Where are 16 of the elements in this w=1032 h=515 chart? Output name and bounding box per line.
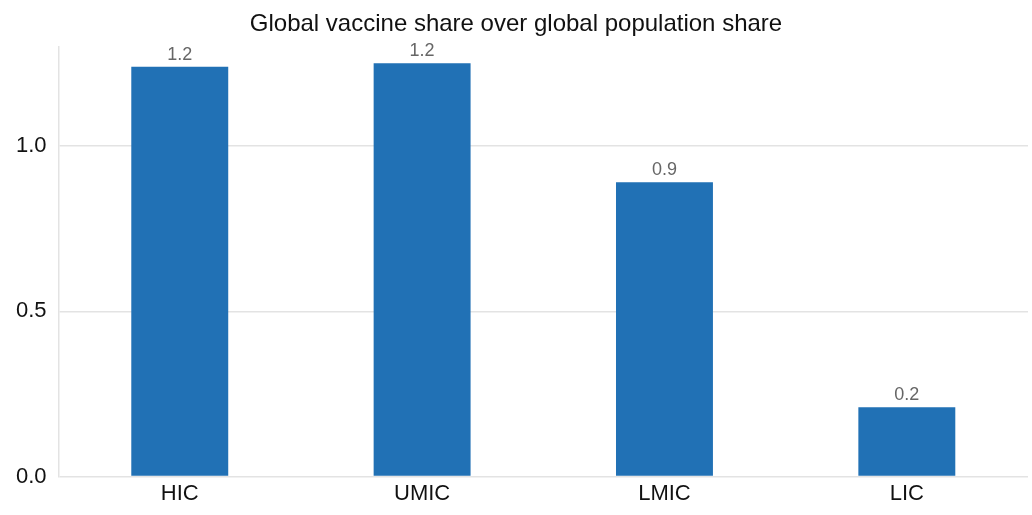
bar — [373, 63, 471, 476]
bar — [131, 66, 229, 476]
x-tick-label: LMIC — [638, 479, 691, 505]
x-tick-label: HIC — [160, 479, 199, 505]
x-tick-label: UMIC — [394, 479, 451, 505]
data-label: 1.2 — [409, 40, 435, 61]
data-label: 1.2 — [167, 43, 193, 64]
y-tick-label: 0.5 — [15, 297, 47, 323]
bar — [858, 407, 956, 476]
chart-title: Global vaccine share over global population share — [249, 9, 783, 37]
bar — [616, 182, 713, 476]
y-tick-label: 0.0 — [15, 462, 47, 488]
data-label: 0.2 — [894, 384, 920, 405]
y-tick-label: 1.0 — [15, 132, 47, 158]
data-label: 0.9 — [651, 159, 677, 180]
x-tick-label: LIC — [889, 479, 925, 505]
